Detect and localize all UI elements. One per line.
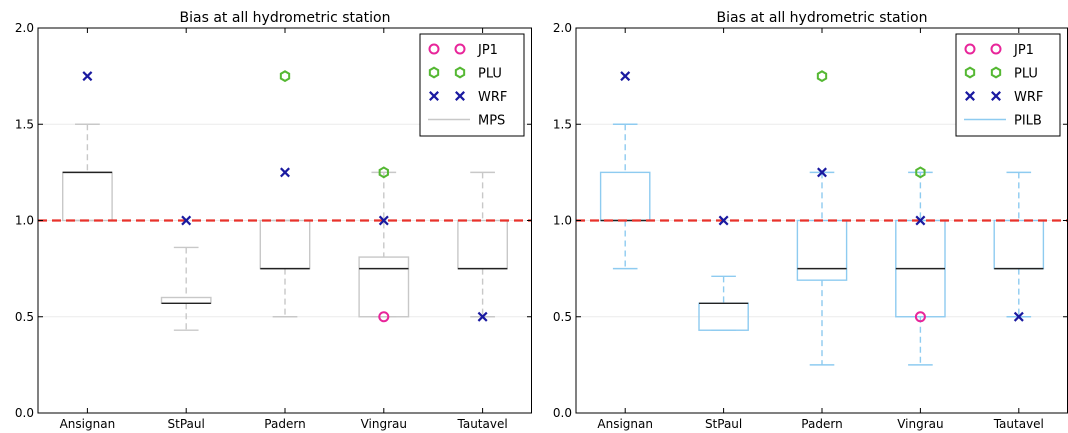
point-wrf-stpaul: [718, 215, 729, 226]
chart-title: Bias at all hydrometric station: [717, 10, 928, 26]
y-tick-label: 1.0: [553, 214, 572, 228]
box-ansignan: [62, 123, 113, 222]
chart-panel-2: 0.0 0.5 1.0 1.5 2.0 Ansignan StPaul Padern Vingr…: [553, 10, 1068, 431]
point-wrf-tautavel: [477, 311, 488, 322]
legend-label-plu: PLU: [1014, 67, 1038, 82]
x-stroke-b: [1013, 311, 1024, 322]
box-tautavel: [457, 171, 508, 318]
y-tick-label: 0.5: [15, 310, 34, 324]
box-ansignan: [599, 123, 651, 270]
legend-marker-wrf: [429, 91, 439, 101]
box-body: [62, 171, 113, 222]
legend-marker-plu: [454, 66, 466, 79]
box-vingrau: [895, 171, 946, 366]
y-tick-label: 0.5: [553, 310, 572, 324]
y-tick-label: 2.0: [15, 21, 34, 35]
legend-frame: [419, 33, 525, 137]
legend-label-jp1: JP1: [477, 43, 498, 58]
legend-marker-jp1: [454, 43, 466, 55]
point-wrf-vingrau: [915, 215, 926, 226]
box-body: [259, 219, 311, 270]
point-plu-vingrau: [915, 166, 926, 179]
point-jp1-vingrau: [378, 311, 390, 323]
legend-marker-plu: [428, 66, 440, 79]
x-stroke-b: [455, 91, 465, 101]
legend-marker-jp1: [428, 43, 440, 55]
x-stroke-b: [378, 215, 389, 226]
legend-marker-wrf: [991, 91, 1001, 101]
legend: JP1 PLU WRF MPS: [419, 33, 525, 137]
y-tick-label: 1.5: [553, 117, 572, 131]
x-stroke-b: [82, 71, 93, 82]
legend-label-wrf: WRF: [1014, 90, 1043, 105]
point-jp1-vingrau: [914, 311, 926, 323]
point-plu-vingrau: [378, 166, 389, 179]
legend-label-pilb: PILB: [1014, 114, 1042, 129]
chart-title: Bias at all hydrometric station: [180, 10, 391, 26]
legend: JP1 PLU WRF PILB: [955, 33, 1061, 137]
x-tick-label: Padern: [801, 417, 842, 431]
box-vingrau: [358, 171, 410, 318]
x-tick-label: Vingrau: [897, 417, 943, 431]
box-body: [160, 296, 212, 304]
point-wrf-padern: [280, 167, 290, 178]
y-tick-label: 2.0: [553, 21, 572, 35]
box-body: [796, 219, 848, 281]
x-tick-label: Tautavel: [993, 417, 1044, 431]
box-stpaul: [160, 246, 212, 331]
x-stroke-b: [477, 311, 488, 322]
x-tick-label: Ansignan: [60, 417, 116, 431]
box-padern: [259, 219, 311, 318]
point-wrf-ansignan: [620, 71, 631, 82]
point-wrf-padern: [817, 167, 827, 178]
x-stroke-b: [280, 167, 290, 178]
box-padern: [796, 171, 848, 366]
box-body: [993, 219, 1045, 270]
legend-label-wrf: WRF: [478, 90, 507, 105]
y-tick-label: 0.0: [553, 406, 572, 420]
x-tick-label: Tautavel: [457, 417, 508, 431]
legend-frame: [955, 33, 1061, 137]
point-wrf-ansignan: [82, 71, 93, 82]
legend-marker-wrf: [965, 91, 975, 101]
box-body: [457, 219, 508, 270]
legend-label-mps: MPS: [478, 114, 505, 129]
legend-marker-jp1: [990, 43, 1002, 55]
y-tick-label: 0.0: [15, 406, 34, 420]
point-wrf-vingrau: [378, 215, 389, 226]
x-stroke-b: [718, 215, 729, 226]
x-stroke-b: [817, 167, 827, 178]
x-tick-label: Padern: [264, 417, 305, 431]
box-body: [599, 171, 651, 222]
box-tautavel: [993, 171, 1045, 318]
point-plu-padern: [279, 70, 291, 83]
point-wrf-tautavel: [1013, 311, 1024, 322]
x-tick-label: StPaul: [705, 417, 742, 431]
box-stpaul: [698, 275, 749, 331]
x-stroke-b: [915, 215, 926, 226]
x-stroke-b: [965, 91, 975, 101]
x-tick-label: Vingrau: [361, 417, 407, 431]
legend-marker-wrf: [455, 91, 465, 101]
y-tick-label: 1.0: [15, 214, 34, 228]
legend-label-jp1: JP1: [1013, 43, 1034, 58]
legend-marker-plu: [990, 66, 1002, 79]
legend-label-plu: PLU: [478, 67, 502, 82]
x-stroke-b: [181, 215, 192, 226]
x-stroke-b: [991, 91, 1001, 101]
legend-marker-plu: [964, 66, 976, 79]
y-tick-label: 1.5: [15, 117, 34, 131]
x-tick-label: Ansignan: [597, 417, 653, 431]
x-stroke-b: [429, 91, 439, 101]
x-stroke-b: [620, 71, 631, 82]
x-tick-label: StPaul: [168, 417, 205, 431]
box-body: [358, 256, 410, 318]
point-wrf-stpaul: [181, 215, 192, 226]
legend-marker-jp1: [964, 43, 976, 55]
chart-panel-1: 0.0 0.5 1.0 1.5 2.0 Ansignan StPaul Padern Vingr…: [15, 10, 532, 431]
point-plu-padern: [816, 70, 828, 83]
